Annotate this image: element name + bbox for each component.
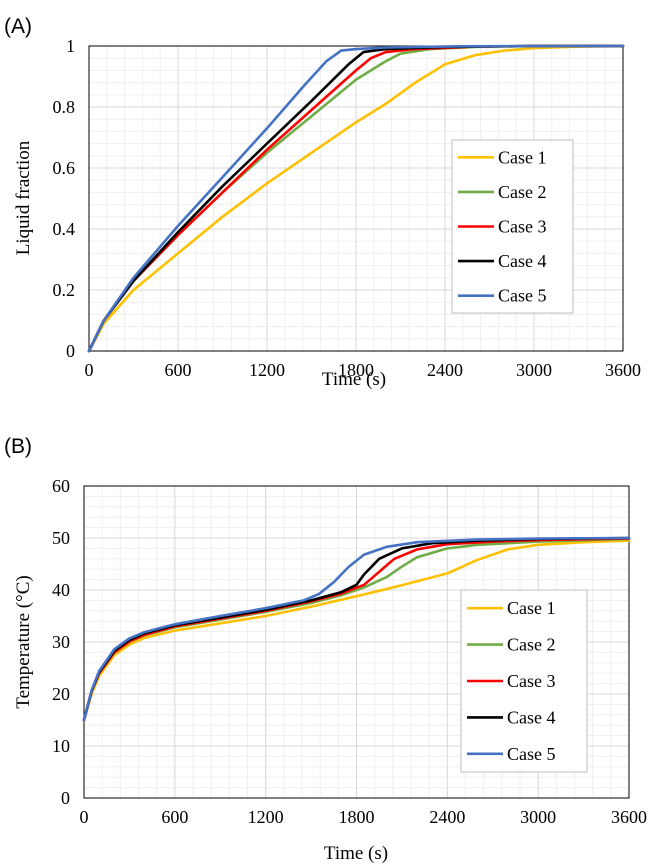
x-tick-label: 0 xyxy=(80,807,89,827)
legend-entry-label: Case 1 xyxy=(498,147,547,167)
x-tick-label: 0 xyxy=(85,360,94,380)
panel-a-ylabel: Liquid fraction xyxy=(13,140,34,255)
panel-a-label: (A) xyxy=(4,15,32,38)
y-tick-label: 40 xyxy=(52,580,70,600)
y-tick-label: 0.8 xyxy=(53,97,76,117)
series-line-case-1 xyxy=(82,539,631,722)
y-tick-label: 0.6 xyxy=(53,158,76,178)
legend: Case 1 Case 2 Case 3 Case 4 Case 5 xyxy=(451,139,574,314)
x-tick-label: 1800 xyxy=(339,807,375,827)
x-tick-label: 600 xyxy=(165,360,192,380)
y-tick-label: 10 xyxy=(52,736,70,756)
x-tick-label: 2400 xyxy=(427,360,463,380)
series-line-case-5 xyxy=(87,44,625,353)
panel-b-xlabel: Time (s) xyxy=(324,843,388,864)
x-tick-label: 1800 xyxy=(338,360,374,380)
legend-entry-label: Case 5 xyxy=(507,744,556,764)
series-line-case-1 xyxy=(87,44,625,353)
plot-area-frame xyxy=(88,45,624,352)
legend-entry-label: Case 4 xyxy=(498,251,547,271)
panel-a-xlabel: Time (s) xyxy=(322,369,386,390)
y-tick-label: 0 xyxy=(66,341,75,361)
temperature-plot: 0 600 1200 1800 2400 3000 3600 0 10 20 30 40 50 60 Cas… xyxy=(52,476,647,827)
legend-entry-label: Case 3 xyxy=(498,217,547,237)
legend-entry-label: Case 4 xyxy=(507,707,556,727)
panel-b-ylabel: Temperature (°C) xyxy=(13,575,34,708)
legend-entry-label: Case 5 xyxy=(498,286,547,306)
y-tick-label: 0 xyxy=(61,788,70,808)
y-tick-label: 0.2 xyxy=(53,280,76,300)
y-tick-label: 60 xyxy=(52,476,70,496)
legend-entry-label: Case 2 xyxy=(507,635,556,655)
legend-entry-label: Case 3 xyxy=(507,671,556,691)
panel-b-label: (B) xyxy=(4,435,32,458)
x-tick-label: 1200 xyxy=(248,807,284,827)
y-tick-label: 20 xyxy=(52,684,70,704)
legend-entry-label: Case 2 xyxy=(498,182,547,202)
x-tick-label: 3600 xyxy=(605,360,641,380)
y-tick-label: 30 xyxy=(52,632,70,652)
x-tick-label: 3000 xyxy=(516,360,552,380)
legend: Case 1 Case 2 Case 3 Case 4 Case 5 xyxy=(460,589,588,773)
x-tick-label: 1200 xyxy=(249,360,285,380)
x-tick-label: 600 xyxy=(161,807,188,827)
series-line-case-5 xyxy=(82,536,631,722)
legend-entry-label: Case 1 xyxy=(507,598,556,618)
y-tick-label: 1 xyxy=(66,36,75,56)
y-tick-label: 50 xyxy=(52,528,70,548)
x-tick-label: 3600 xyxy=(611,807,647,827)
x-tick-label: 3000 xyxy=(520,807,556,827)
y-tick-label: 0.4 xyxy=(53,219,76,239)
x-tick-label: 2400 xyxy=(429,807,465,827)
liquid-fraction-plot: 0 600 1200 1800 2400 3000 3600 0 0.2 0.4 0.6 0.8 1 Ca… xyxy=(53,36,642,380)
plot-area-frame xyxy=(83,485,630,799)
